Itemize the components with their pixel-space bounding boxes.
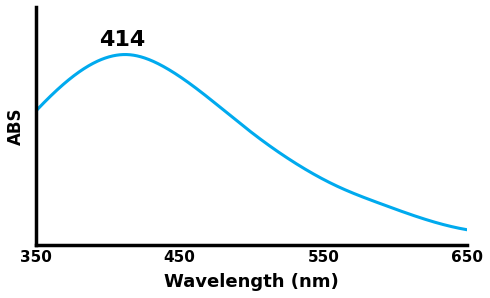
X-axis label: Wavelength (nm): Wavelength (nm)	[164, 273, 339, 291]
Text: 414: 414	[99, 30, 146, 50]
Y-axis label: ABS: ABS	[7, 107, 25, 145]
